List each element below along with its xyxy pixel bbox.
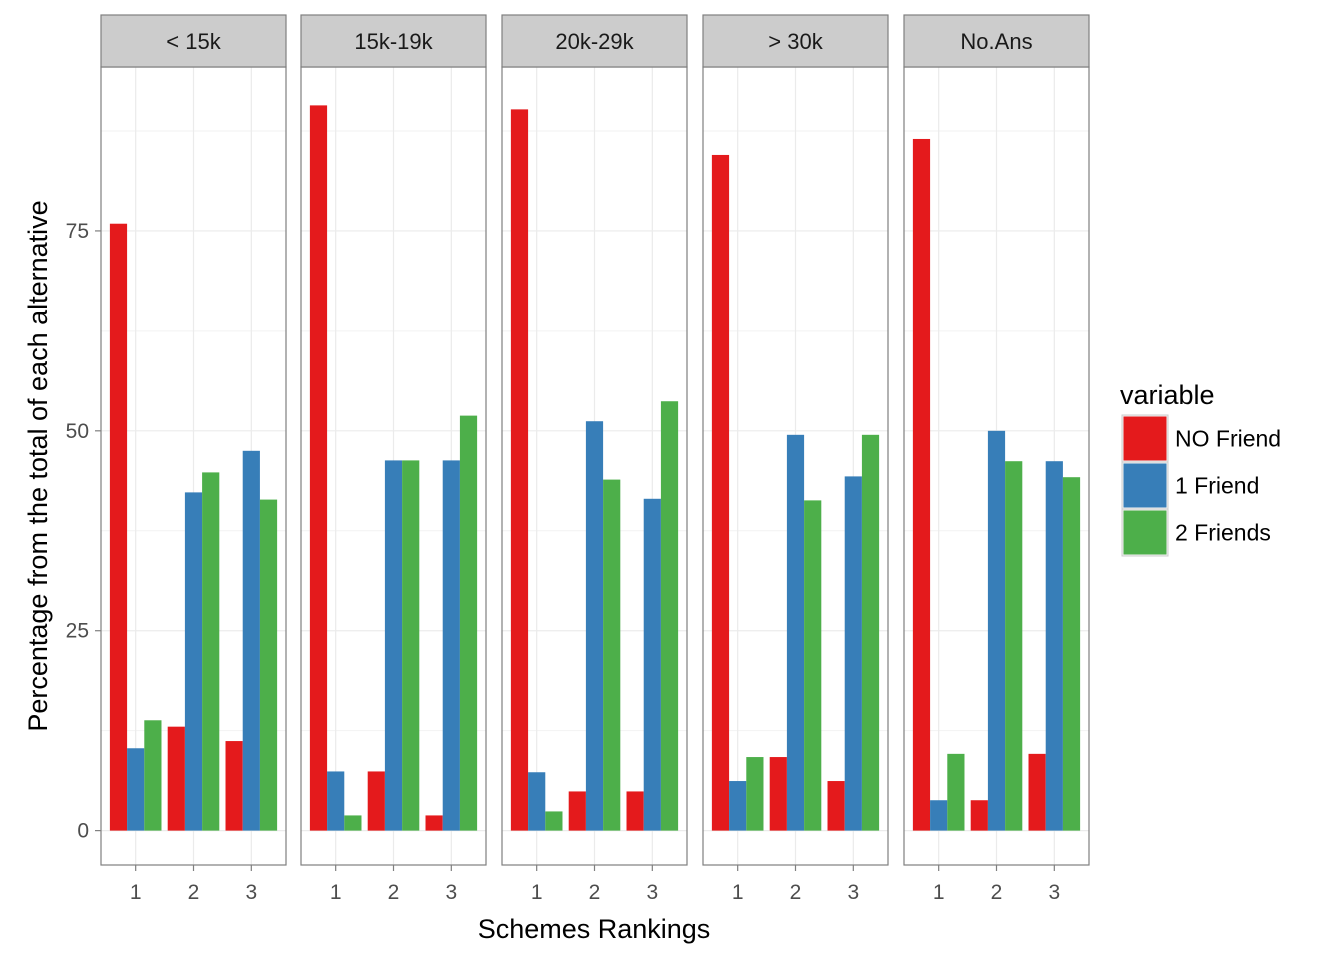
bar — [510, 109, 529, 831]
bar — [528, 772, 546, 831]
bar — [242, 450, 260, 831]
bar — [643, 498, 661, 831]
bar — [442, 460, 460, 831]
bar — [1062, 477, 1081, 831]
y-tick-label: 75 — [66, 220, 89, 243]
bar — [1005, 461, 1023, 831]
bar — [545, 811, 563, 831]
bar — [1045, 461, 1063, 831]
bar — [947, 753, 965, 831]
x-tick-label: 1 — [531, 881, 543, 904]
x-tick-label: 2 — [188, 881, 200, 904]
legend-label: NO Friend — [1175, 426, 1281, 452]
bar — [184, 492, 203, 831]
bar — [844, 476, 862, 831]
bar — [912, 138, 931, 831]
bar — [804, 500, 822, 831]
facet-strip — [702, 14, 889, 68]
y-tick-label: 50 — [66, 420, 89, 443]
x-tick-label: 3 — [646, 881, 658, 904]
bar — [367, 771, 385, 831]
bar — [202, 472, 220, 831]
bar — [384, 460, 403, 831]
bar — [786, 434, 805, 831]
facet-strip-label: No.Ans — [960, 29, 1032, 54]
facet-strip-label: > 30k — [768, 29, 823, 54]
bar — [603, 479, 621, 831]
y-tick-label: 0 — [77, 820, 89, 843]
bar — [225, 741, 243, 831]
bar — [309, 105, 328, 831]
bar — [746, 757, 764, 831]
bar — [827, 781, 845, 831]
x-tick-label: 3 — [245, 881, 257, 904]
x-tick-label: 2 — [790, 881, 802, 904]
bar — [930, 800, 948, 831]
bar — [144, 720, 162, 831]
bar — [729, 781, 747, 831]
bar — [109, 223, 128, 831]
x-tick-label: 1 — [330, 881, 342, 904]
bar — [711, 154, 730, 831]
bar — [970, 800, 988, 831]
bar — [769, 757, 787, 831]
x-tick-label: 2 — [589, 881, 601, 904]
bar — [626, 791, 644, 831]
facet-strip-label: < 15k — [166, 29, 221, 54]
bar — [987, 430, 1006, 831]
facet-strip-label: 15k-19k — [354, 29, 433, 54]
legend-key — [1123, 463, 1167, 508]
facet-strip-label: 20k-29k — [555, 29, 634, 54]
bar — [344, 815, 362, 831]
bar — [861, 434, 880, 831]
bar — [259, 499, 278, 831]
x-axis-title: Schemes Rankings — [478, 914, 711, 944]
x-tick-label: 3 — [847, 881, 859, 904]
legend-key — [1123, 416, 1167, 461]
bar — [568, 791, 586, 831]
x-tick-label: 1 — [732, 881, 744, 904]
facet-strip — [903, 14, 1090, 68]
y-axis-title: Percentage from the total of each altern… — [23, 200, 53, 731]
bar — [167, 726, 185, 831]
legend-label: 2 Friends — [1175, 520, 1271, 546]
x-tick-label: 2 — [991, 881, 1003, 904]
y-tick-label: 25 — [66, 620, 89, 643]
x-tick-label: 1 — [933, 881, 945, 904]
bar — [327, 771, 345, 831]
legend-key — [1123, 510, 1167, 555]
legend-label: 1 Friend — [1175, 473, 1259, 499]
x-tick-label: 3 — [445, 881, 457, 904]
x-tick-label: 1 — [130, 881, 142, 904]
bar — [585, 421, 604, 831]
facet-strip — [300, 14, 487, 68]
legend-title: variable — [1120, 380, 1215, 410]
bar — [402, 460, 420, 831]
bar — [459, 415, 478, 831]
bar — [127, 748, 145, 831]
x-tick-label: 3 — [1048, 881, 1060, 904]
facet-strip — [100, 14, 287, 68]
x-tick-label: 2 — [388, 881, 400, 904]
facet-strip — [501, 14, 688, 68]
bar — [660, 401, 679, 831]
bar — [1028, 753, 1046, 831]
bar — [425, 815, 443, 831]
